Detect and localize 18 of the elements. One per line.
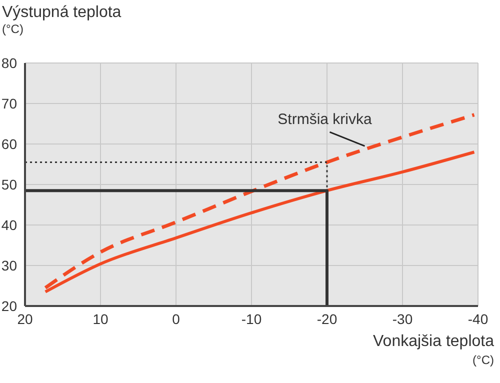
y-tick-label: 30 [1, 257, 18, 274]
y-tick-label: 70 [1, 95, 18, 112]
line-series [44, 113, 476, 290]
x-tick-label: -10 [241, 310, 262, 327]
y-tick-label: 80 [1, 54, 18, 71]
x-tick-label: 10 [92, 310, 108, 327]
y-tick-label: 40 [1, 216, 18, 233]
y-axis-title: Výstupná teplota (°C) [2, 4, 122, 38]
x-axis-title: Vonkajšia teplota (°C) [373, 333, 494, 369]
x-tick-label: -40 [468, 310, 488, 327]
annotation: Strmšia krivka [278, 111, 372, 128]
x-tick-label: 0 [172, 310, 180, 327]
y-tick-label: 20 [1, 298, 18, 314]
x-tick-label: 20 [17, 310, 33, 327]
x-tick-label: -30 [392, 310, 413, 327]
x-tick-label: -20 [316, 310, 338, 327]
y-tick-label: 60 [1, 136, 18, 152]
y-tick-label: 50 [1, 176, 18, 192]
